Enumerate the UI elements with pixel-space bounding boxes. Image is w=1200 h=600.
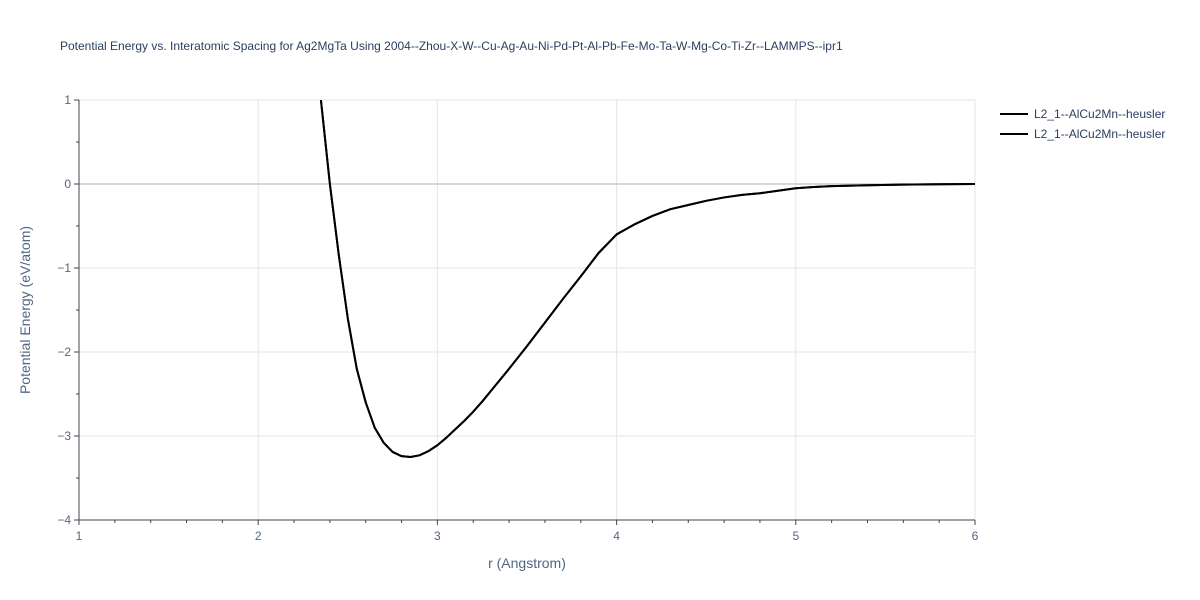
y-axis-label: Potential Energy (eV/atom) xyxy=(17,226,33,394)
y-tick-label: −4 xyxy=(57,513,71,527)
chart-title: Potential Energy vs. Interatomic Spacing… xyxy=(60,39,843,53)
ticks-layer: 1 2 3 4 5 6 1 0 −1 −2 −3 −4 xyxy=(57,93,978,543)
series-line-1[interactable] xyxy=(319,100,975,458)
x-axis-label: r (Angstrom) xyxy=(488,555,566,571)
grid-layer xyxy=(79,99,976,520)
x-tick-label: 5 xyxy=(792,529,799,543)
x-tick-label: 4 xyxy=(613,529,620,543)
legend-item-label[interactable]: L2_1--AlCu2Mn--heusler xyxy=(1034,127,1165,141)
x-tick-label: 6 xyxy=(972,529,979,543)
y-tick-label: 0 xyxy=(64,177,71,191)
y-tick-label: −2 xyxy=(57,345,71,359)
axes-layer xyxy=(78,100,975,521)
y-tick-label: 1 xyxy=(64,93,71,107)
x-tick-label: 1 xyxy=(76,529,83,543)
x-tick-label: 3 xyxy=(434,529,441,543)
y-tick-label: −3 xyxy=(57,429,71,443)
legend-item-label[interactable]: L2_1--AlCu2Mn--heusler xyxy=(1034,107,1165,121)
series-line-2[interactable] xyxy=(319,100,975,458)
legend: L2_1--AlCu2Mn--heusler L2_1--AlCu2Mn--heu… xyxy=(1000,107,1165,141)
x-tick-label: 2 xyxy=(255,529,262,543)
series-layer xyxy=(319,100,975,458)
y-tick-label: −1 xyxy=(57,261,71,275)
